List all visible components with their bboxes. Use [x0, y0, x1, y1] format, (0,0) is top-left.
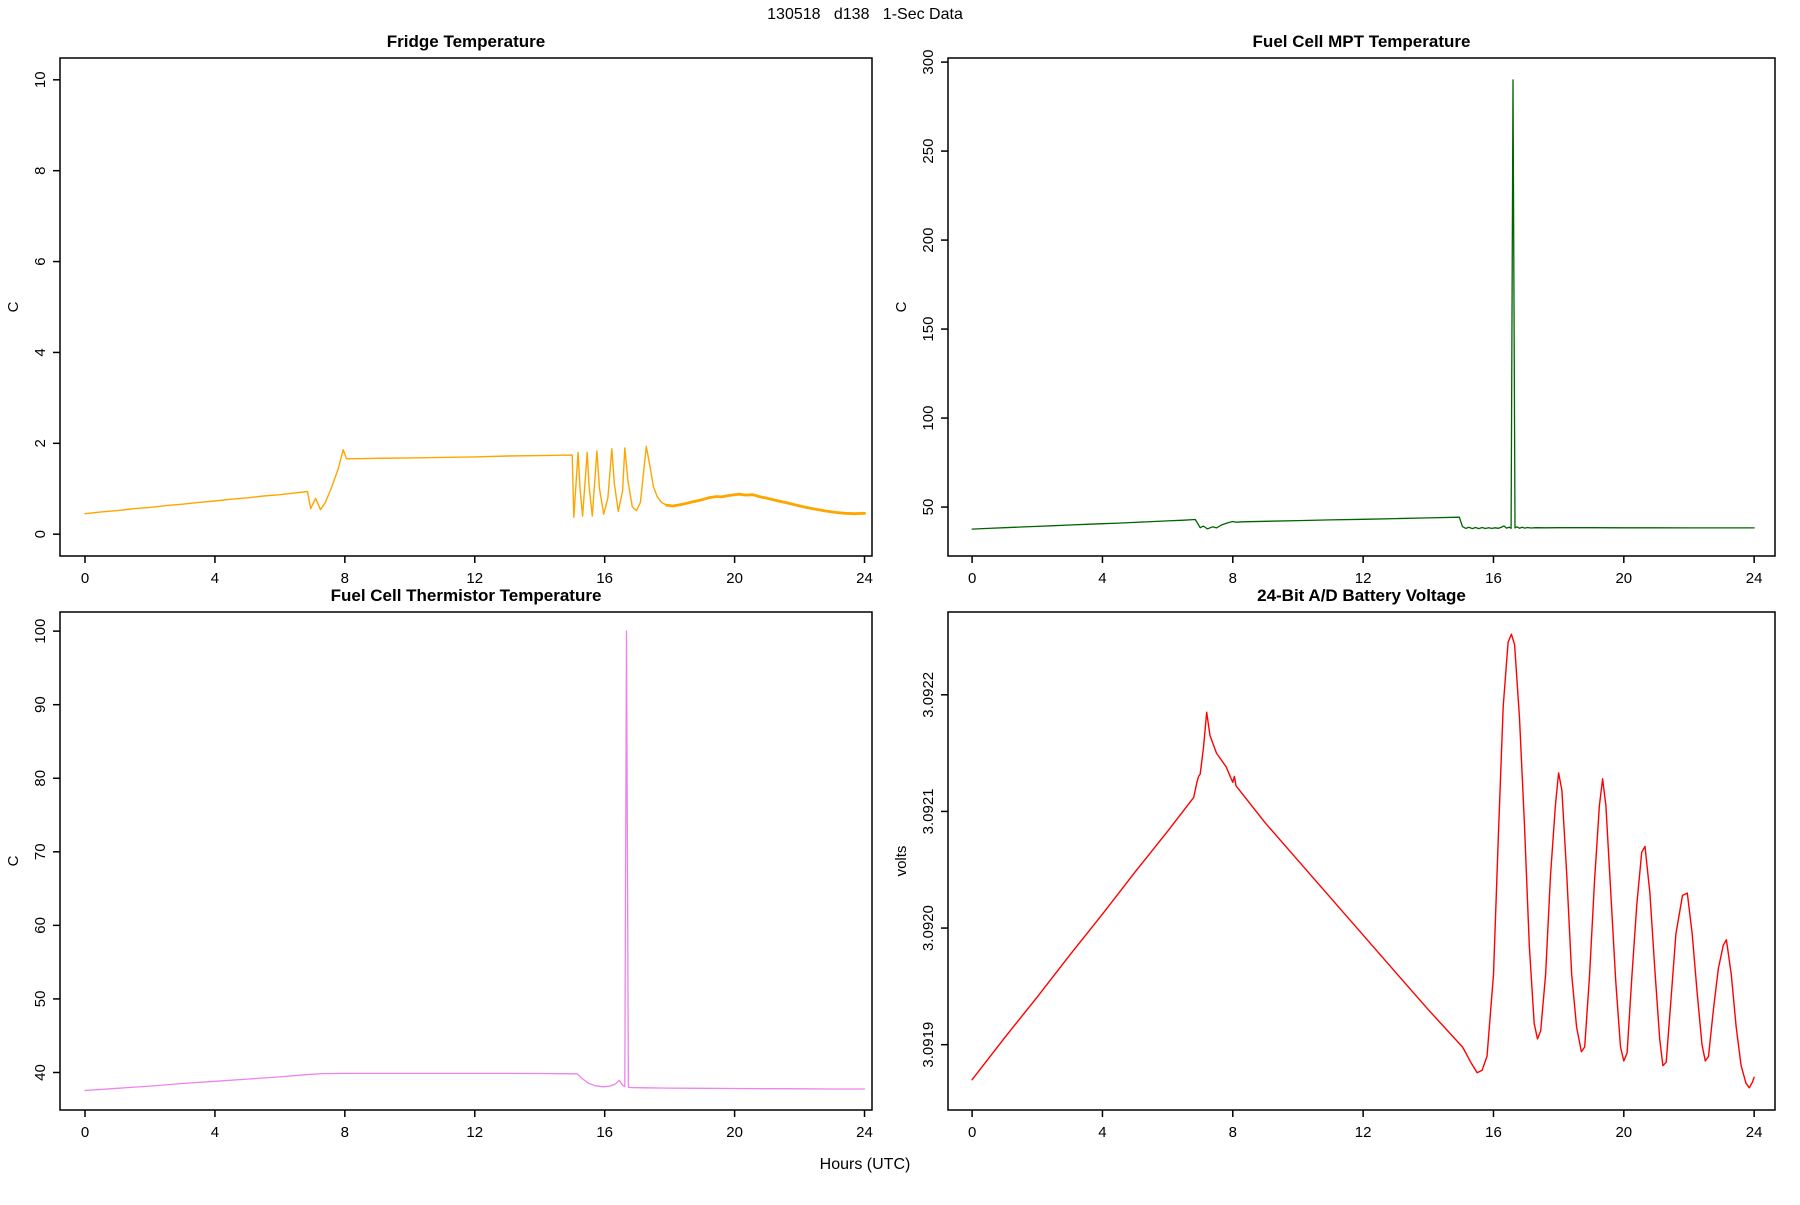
y-tick-label: 2: [32, 439, 49, 447]
x-tick-label: 20: [1615, 570, 1632, 587]
x-tick-label: 4: [1098, 1124, 1106, 1141]
y-tick-label: 80: [32, 770, 49, 787]
chart-title: Fuel Cell MPT Temperature: [1253, 32, 1471, 51]
y-tick-label: 70: [32, 843, 49, 860]
x-tick-label: 20: [1615, 1124, 1632, 1141]
x-tick-label: 0: [968, 570, 976, 587]
x-tick-label: 20: [726, 570, 743, 587]
y-tick-label: 250: [920, 139, 937, 164]
x-tick-label: 24: [1746, 570, 1763, 587]
y-tick-label: 3.0919: [920, 1022, 937, 1068]
x-tick-label: 0: [81, 570, 89, 587]
y-tick-label: 90: [32, 696, 49, 713]
chart-fuel-cell-thermistor-temperature: 0 4 8 12 16 20 24 40 50 60 70 80 90 100 Fuel Cell Ther…: [5, 586, 873, 1141]
x-tick-label: 12: [1355, 1124, 1372, 1141]
x-tick-label: 20: [726, 1124, 743, 1141]
y-axis-label: C: [5, 855, 22, 866]
y-tick-label: 3.0921: [920, 788, 937, 834]
x-tick-label: 8: [1229, 1124, 1237, 1141]
figure-title: 130518 d138 1-Sec Data: [767, 6, 963, 23]
x-tick-label: 8: [341, 1124, 349, 1141]
y-axis-label: C: [5, 301, 22, 312]
y-tick-label: 40: [32, 1064, 49, 1081]
x-tick-label: 24: [1746, 1124, 1763, 1141]
x-tick-label: 16: [596, 1124, 613, 1141]
chart-title: Fuel Cell Thermistor Temperature: [331, 586, 602, 605]
y-axis-label: volts: [893, 846, 910, 877]
y-tick-label: 6: [32, 257, 49, 265]
y-tick-label: 60: [32, 917, 49, 934]
x-tick-label: 16: [1485, 570, 1502, 587]
x-tick-label: 8: [1229, 570, 1237, 587]
x-tick-label: 12: [466, 570, 483, 587]
plot-border: [947, 611, 1776, 1111]
y-tick-label: 50: [920, 499, 937, 516]
y-tick-label: 4: [32, 348, 49, 356]
x-tick-label: 4: [211, 570, 219, 587]
y-tick-label: 300: [920, 50, 937, 75]
thermistor-temp-line: [84, 630, 866, 1092]
chart-title: 24-Bit A/D Battery Voltage: [1257, 586, 1466, 605]
x-axis-title: Hours (UTC): [819, 1156, 911, 1173]
chart-title: Fridge Temperature: [387, 32, 545, 51]
x-tick-label: 4: [1098, 570, 1106, 587]
x-tick-label: 24: [856, 570, 873, 587]
y-tick-label: 0: [32, 530, 49, 538]
x-tick-label: 4: [211, 1124, 219, 1141]
y-tick-label: 100: [920, 406, 937, 431]
y-tick-label: 200: [920, 228, 937, 253]
chart-24-bit-a-d-battery-voltage: 0 4 8 12 16 20 24 3.0919 3.0920 3.0921 3.0922 24-Bi…: [893, 586, 1776, 1141]
chart-fuel-cell-mpt-temperature: 0 4 8 12 16 20 24 50 100 150 200 250 300 Fuel Cell MP…: [893, 32, 1776, 587]
x-tick-label: 16: [1485, 1124, 1502, 1141]
y-tick-label: 3.0920: [920, 905, 937, 951]
y-tick-label: 3.0922: [920, 672, 937, 718]
x-tick-label: 12: [1355, 570, 1372, 587]
fridge-temp-noisy-tail-line: [665, 492, 866, 516]
plot-border: [59, 57, 873, 557]
plot-border: [947, 57, 1776, 557]
y-tick-label: 10: [32, 71, 49, 88]
fridge-temp-line: [84, 445, 668, 519]
x-tick-label: 0: [968, 1124, 976, 1141]
y-tick-label: 150: [920, 317, 937, 342]
x-tick-label: 12: [466, 1124, 483, 1141]
x-tick-label: 16: [596, 570, 613, 587]
battery-voltage-line: [971, 633, 1755, 1089]
x-tick-label: 24: [856, 1124, 873, 1141]
x-tick-label: 0: [81, 1124, 89, 1141]
mpt-temp-line: [971, 79, 1755, 530]
y-tick-label: 50: [32, 991, 49, 1008]
y-tick-label: 100: [32, 619, 49, 644]
y-axis-label: C: [893, 301, 910, 312]
plot-border: [59, 611, 873, 1111]
x-tick-label: 8: [341, 570, 349, 587]
y-tick-label: 8: [32, 167, 49, 175]
